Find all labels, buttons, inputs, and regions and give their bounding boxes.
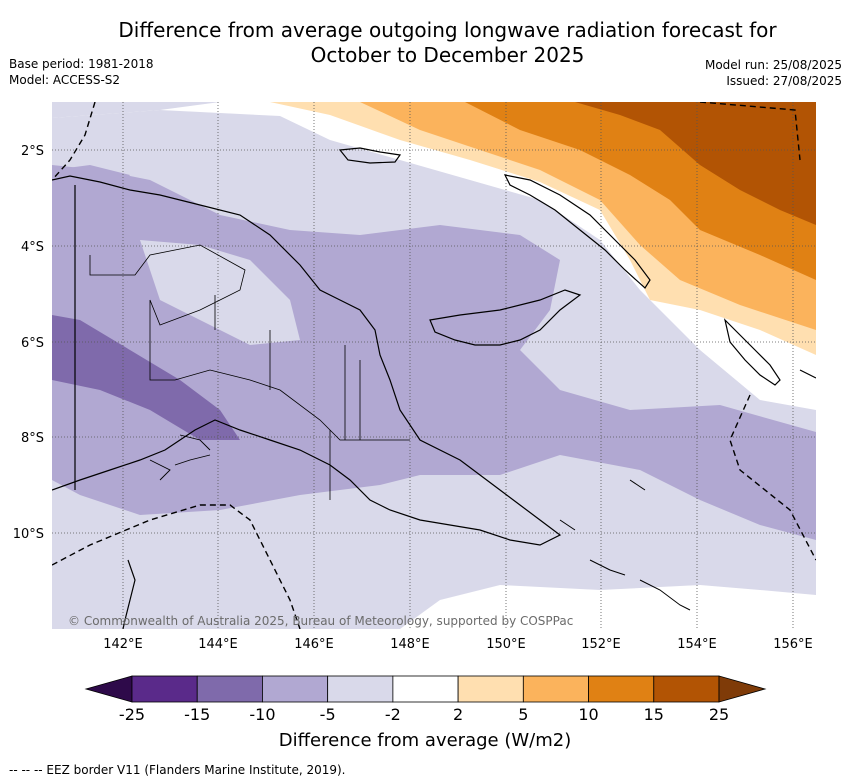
colorbar-tick-label: 15 (643, 705, 664, 724)
patch-lavender (140, 240, 300, 345)
colorbar-box (588, 675, 655, 703)
new-guinea-coast (52, 175, 562, 546)
colorbar-box (457, 675, 524, 703)
colorbar-tick-label: 2 (453, 705, 464, 724)
colorbar-tick-label: -2 (384, 705, 401, 724)
lon-label: 152°E (581, 637, 621, 652)
colorbar-tick-label: -10 (249, 705, 276, 724)
colorbar-arrow-low (84, 675, 133, 703)
colorbar-tick-label: 25 (708, 705, 730, 724)
eez-legend: -- -- -- EEZ border V11 (Flanders Marine… (9, 763, 346, 777)
band-medium-purple-west (52, 165, 130, 200)
lon-label: 148°E (390, 637, 430, 652)
gridlines (52, 102, 816, 629)
colorbar-box (131, 675, 198, 703)
lon-labels: 142°E 144°E 146°E 148°E 150°E 152°E 154°… (103, 637, 813, 652)
issued-date: Issued: 27/08/2025 (726, 74, 842, 88)
model-run: Model run: 25/08/2025 (704, 58, 842, 72)
lon-label: 150°E (486, 637, 526, 652)
title-line-2: October to December 2025 (310, 43, 585, 67)
new-britain-coast (429, 289, 582, 346)
colorbar-tick-label: -15 (184, 705, 211, 724)
model-name: Model: ACCESS-S2 (9, 73, 121, 87)
colorbar-box (327, 675, 394, 703)
lat-labels: 2°S 4°S 6°S 8°S 10°S (13, 144, 44, 542)
lon-label: 146°E (294, 637, 334, 652)
lat-label: 2°S (21, 144, 44, 159)
colorbar-tick-label: 5 (518, 705, 529, 724)
lat-label: 10°S (13, 527, 44, 542)
colorbar-box (522, 675, 589, 703)
colorbar-tick-label: -25 (118, 705, 146, 724)
lon-label: 156°E (773, 637, 813, 652)
title-line-1: Difference from average outgoing longwav… (118, 18, 777, 42)
band-brown (575, 102, 816, 225)
colorbar-tick-label: 10 (578, 705, 599, 724)
cape-york (122, 559, 136, 629)
eez-south-east (729, 394, 816, 561)
meta-left: Base period: 1981-2018 Model: ACCESS-S2 (9, 56, 154, 88)
map-title: Difference from average outgoing longwav… (90, 18, 805, 68)
colorbar-arrow-high (718, 675, 767, 703)
png-province-lines (89, 244, 410, 500)
lat-label: 6°S (21, 336, 44, 351)
band-dark-purple (52, 315, 240, 440)
copyright-notice: © Commonwealth of Australia 2025, Bureau… (68, 614, 574, 628)
eez-borders (52, 102, 816, 629)
coastlines (52, 147, 816, 629)
lon-label: 144°E (198, 637, 238, 652)
colorbar-box (196, 675, 263, 703)
colorbar-box (653, 675, 720, 703)
lat-label: 8°S (21, 431, 44, 446)
colorbar-tick-label: -5 (319, 705, 336, 724)
torres-islands (149, 434, 211, 481)
colorbar (84, 675, 767, 703)
colorbar-title: Difference from average (W/m2) (278, 730, 572, 751)
colorbar-box (392, 675, 459, 703)
eez-north-east (699, 102, 801, 161)
bougainville-coast (723, 318, 781, 386)
map-area (52, 102, 816, 629)
lon-label: 142°E (103, 637, 143, 652)
base-period: Base period: 1981-2018 (9, 57, 154, 71)
band-white-south (400, 585, 816, 629)
new-ireland-coast (503, 174, 651, 289)
colorbar-box (262, 675, 329, 703)
louisiade (559, 479, 691, 611)
lon-label: 154°E (677, 637, 717, 652)
lat-label: 4°S (21, 240, 44, 255)
solomon-coast (799, 369, 816, 379)
eez-south-west (52, 504, 301, 629)
meta-right: Model run: 25/08/2025 Issued: 27/08/2025 (705, 57, 842, 89)
manus-coast (338, 147, 402, 164)
